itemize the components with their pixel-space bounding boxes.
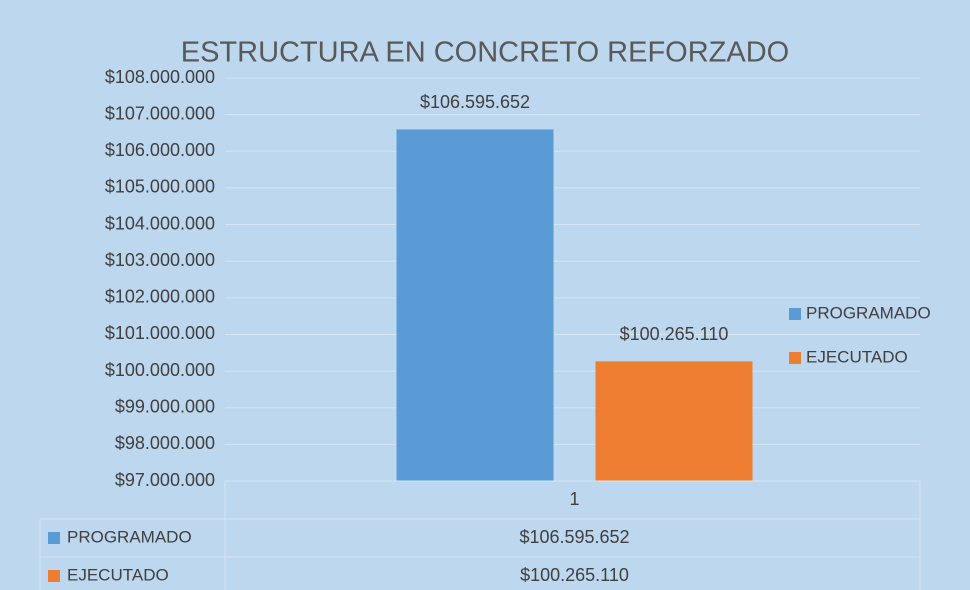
y-tick-label: $99.000.000 (115, 396, 215, 416)
y-tick-label: $107.000.000 (105, 103, 215, 123)
y-tick-label: $105.000.000 (105, 177, 215, 197)
y-tick-label: $97.000.000 (115, 470, 215, 490)
table-series-name: PROGRAMADO (67, 527, 192, 546)
chart-title: ESTRUCTURA EN CONCRETO REFORZADO (181, 37, 790, 69)
data-label: $106.595.652 (420, 92, 530, 112)
legend-label: PROGRAMADO (806, 303, 931, 322)
y-tick-label: $100.000.000 (105, 360, 215, 380)
table-series-name: EJECUTADO (67, 565, 169, 584)
legend-key (789, 308, 801, 320)
x-tick-label: 1 (569, 489, 579, 509)
legend-label: EJECUTADO (806, 347, 908, 366)
y-tick-label: $106.000.000 (105, 140, 215, 160)
table-legend-key (48, 570, 60, 582)
data-label: $100.265.110 (620, 324, 729, 344)
table-legend-key (48, 532, 60, 544)
table-cell: $100.265.110 (520, 565, 629, 585)
y-tick-label: $98.000.000 (115, 433, 215, 453)
y-tick-label: $101.000.000 (105, 323, 215, 343)
y-tick-label: $108.000.000 (105, 67, 215, 87)
bar (396, 129, 554, 482)
y-tick-label: $104.000.000 (105, 213, 215, 233)
bar (595, 361, 753, 481)
y-tick-label: $103.000.000 (105, 250, 215, 270)
table-cell: $106.595.652 (519, 527, 629, 547)
legend-key (789, 352, 801, 364)
y-tick-label: $102.000.000 (105, 287, 215, 307)
